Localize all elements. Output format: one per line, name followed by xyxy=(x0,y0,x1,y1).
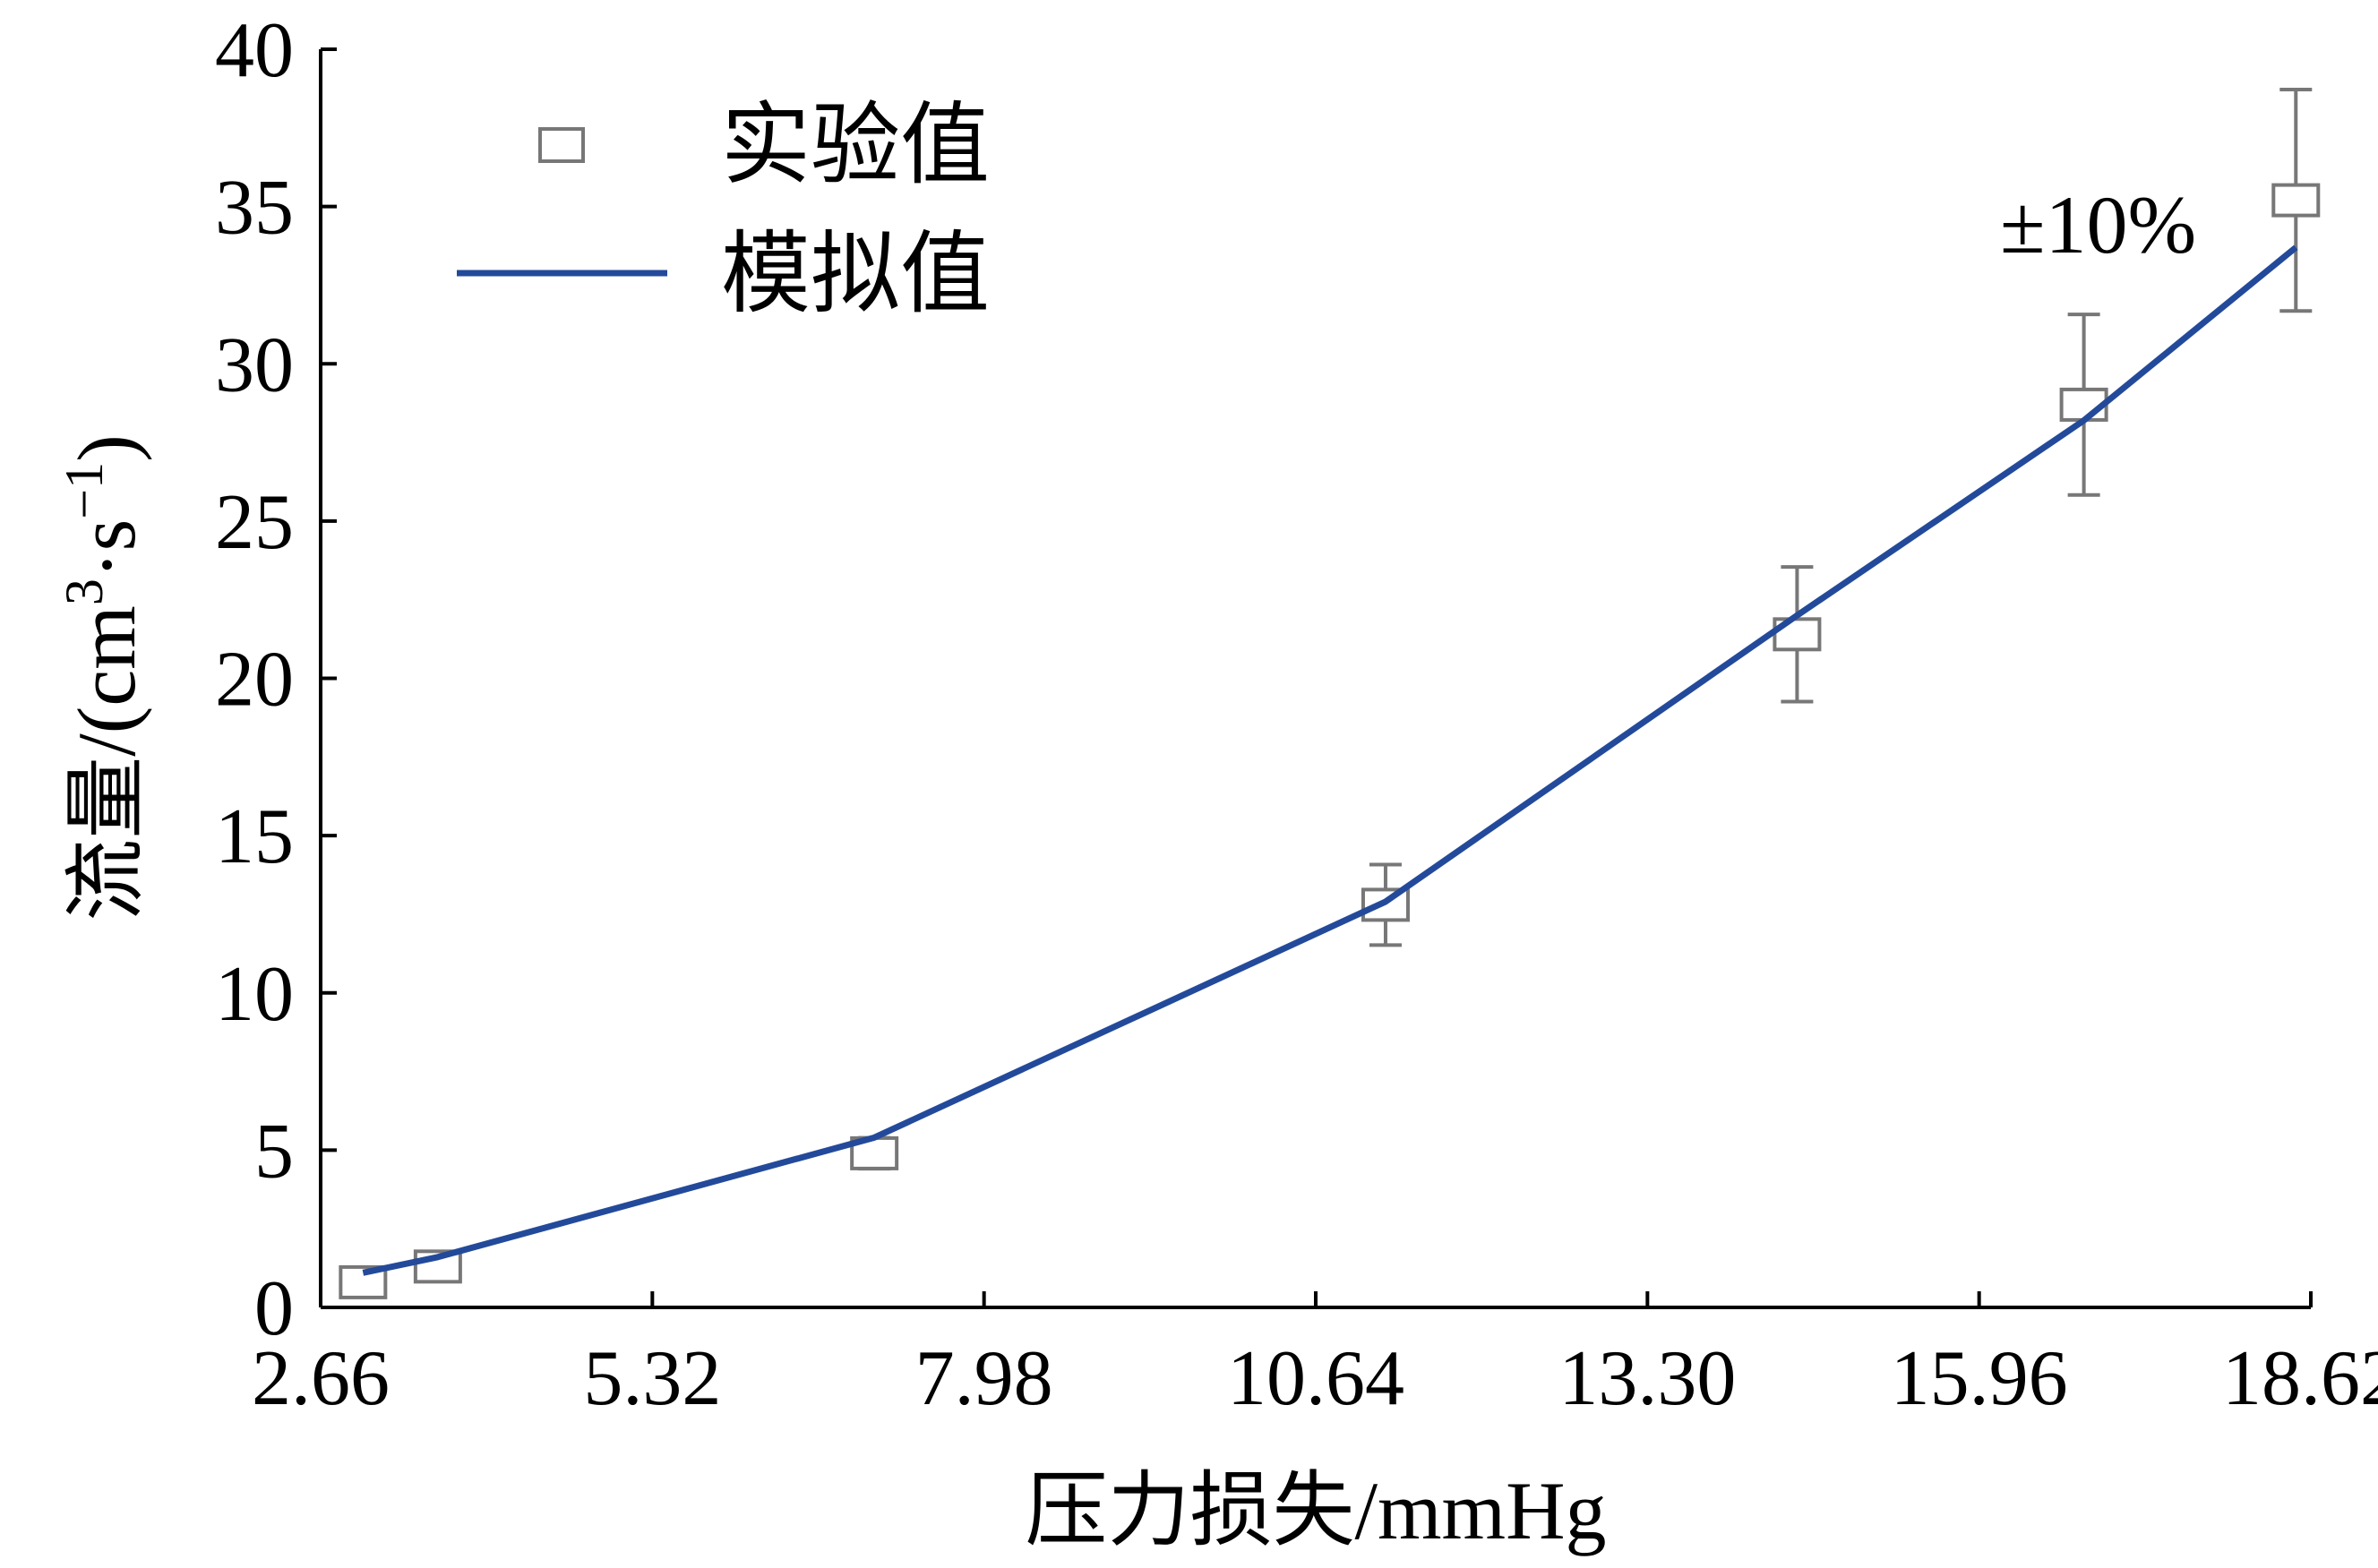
y-tick-label: 35 xyxy=(215,165,294,252)
y-tick-label: 40 xyxy=(215,7,294,94)
error-annotation: ±10% xyxy=(2000,179,2196,270)
x-ticks: 2.66 5.32 7.98 10.64 13.30 15.96 18.62 xyxy=(252,1291,2378,1422)
y-tick-label: 20 xyxy=(215,637,294,724)
y-tick-label: 15 xyxy=(215,793,294,880)
data-point-experiment xyxy=(2271,183,2321,218)
x-tick-label: 15.96 xyxy=(1891,1335,2068,1422)
legend-label-experiment: 实验值 xyxy=(721,96,990,195)
y-ticks: 0 5 10 15 20 25 30 35 40 xyxy=(215,7,337,1352)
x-tick-label: 18.62 xyxy=(2222,1335,2378,1422)
legend-label-simulation: 模拟值 xyxy=(721,225,990,324)
y-axis-title-mid: ·s xyxy=(61,519,152,578)
series-simulation-line xyxy=(362,244,2298,1276)
legend: 实验值 模拟值 xyxy=(457,96,990,324)
y-tick-label: 0 xyxy=(254,1265,294,1352)
x-tick-label: 10.64 xyxy=(1227,1335,1404,1422)
y-tick-label: 25 xyxy=(215,479,294,566)
x-axis-title: 压力损失/mmHg xyxy=(1025,1465,1606,1556)
y-axis-title: 流量/(cm3·s−1) xyxy=(55,434,152,921)
y-axis-title-sup2: −1 xyxy=(55,462,114,519)
y-tick-label: 10 xyxy=(215,951,294,1038)
y-axis-title-main: 流量/(cm xyxy=(61,605,152,921)
y-axis-title-end: ) xyxy=(61,434,152,462)
x-tick-label: 13.30 xyxy=(1558,1335,1736,1422)
x-tick-label: 2.66 xyxy=(252,1335,390,1422)
x-tick-label: 5.32 xyxy=(583,1335,721,1422)
legend-marker-experiment xyxy=(538,127,585,163)
plot-layer xyxy=(339,87,2321,1299)
x-tick-label: 7.98 xyxy=(915,1335,1053,1422)
y-axis-title-sup1: 3 xyxy=(55,578,114,605)
y-tick-label: 5 xyxy=(254,1108,294,1195)
y-tick-label: 30 xyxy=(215,321,294,408)
